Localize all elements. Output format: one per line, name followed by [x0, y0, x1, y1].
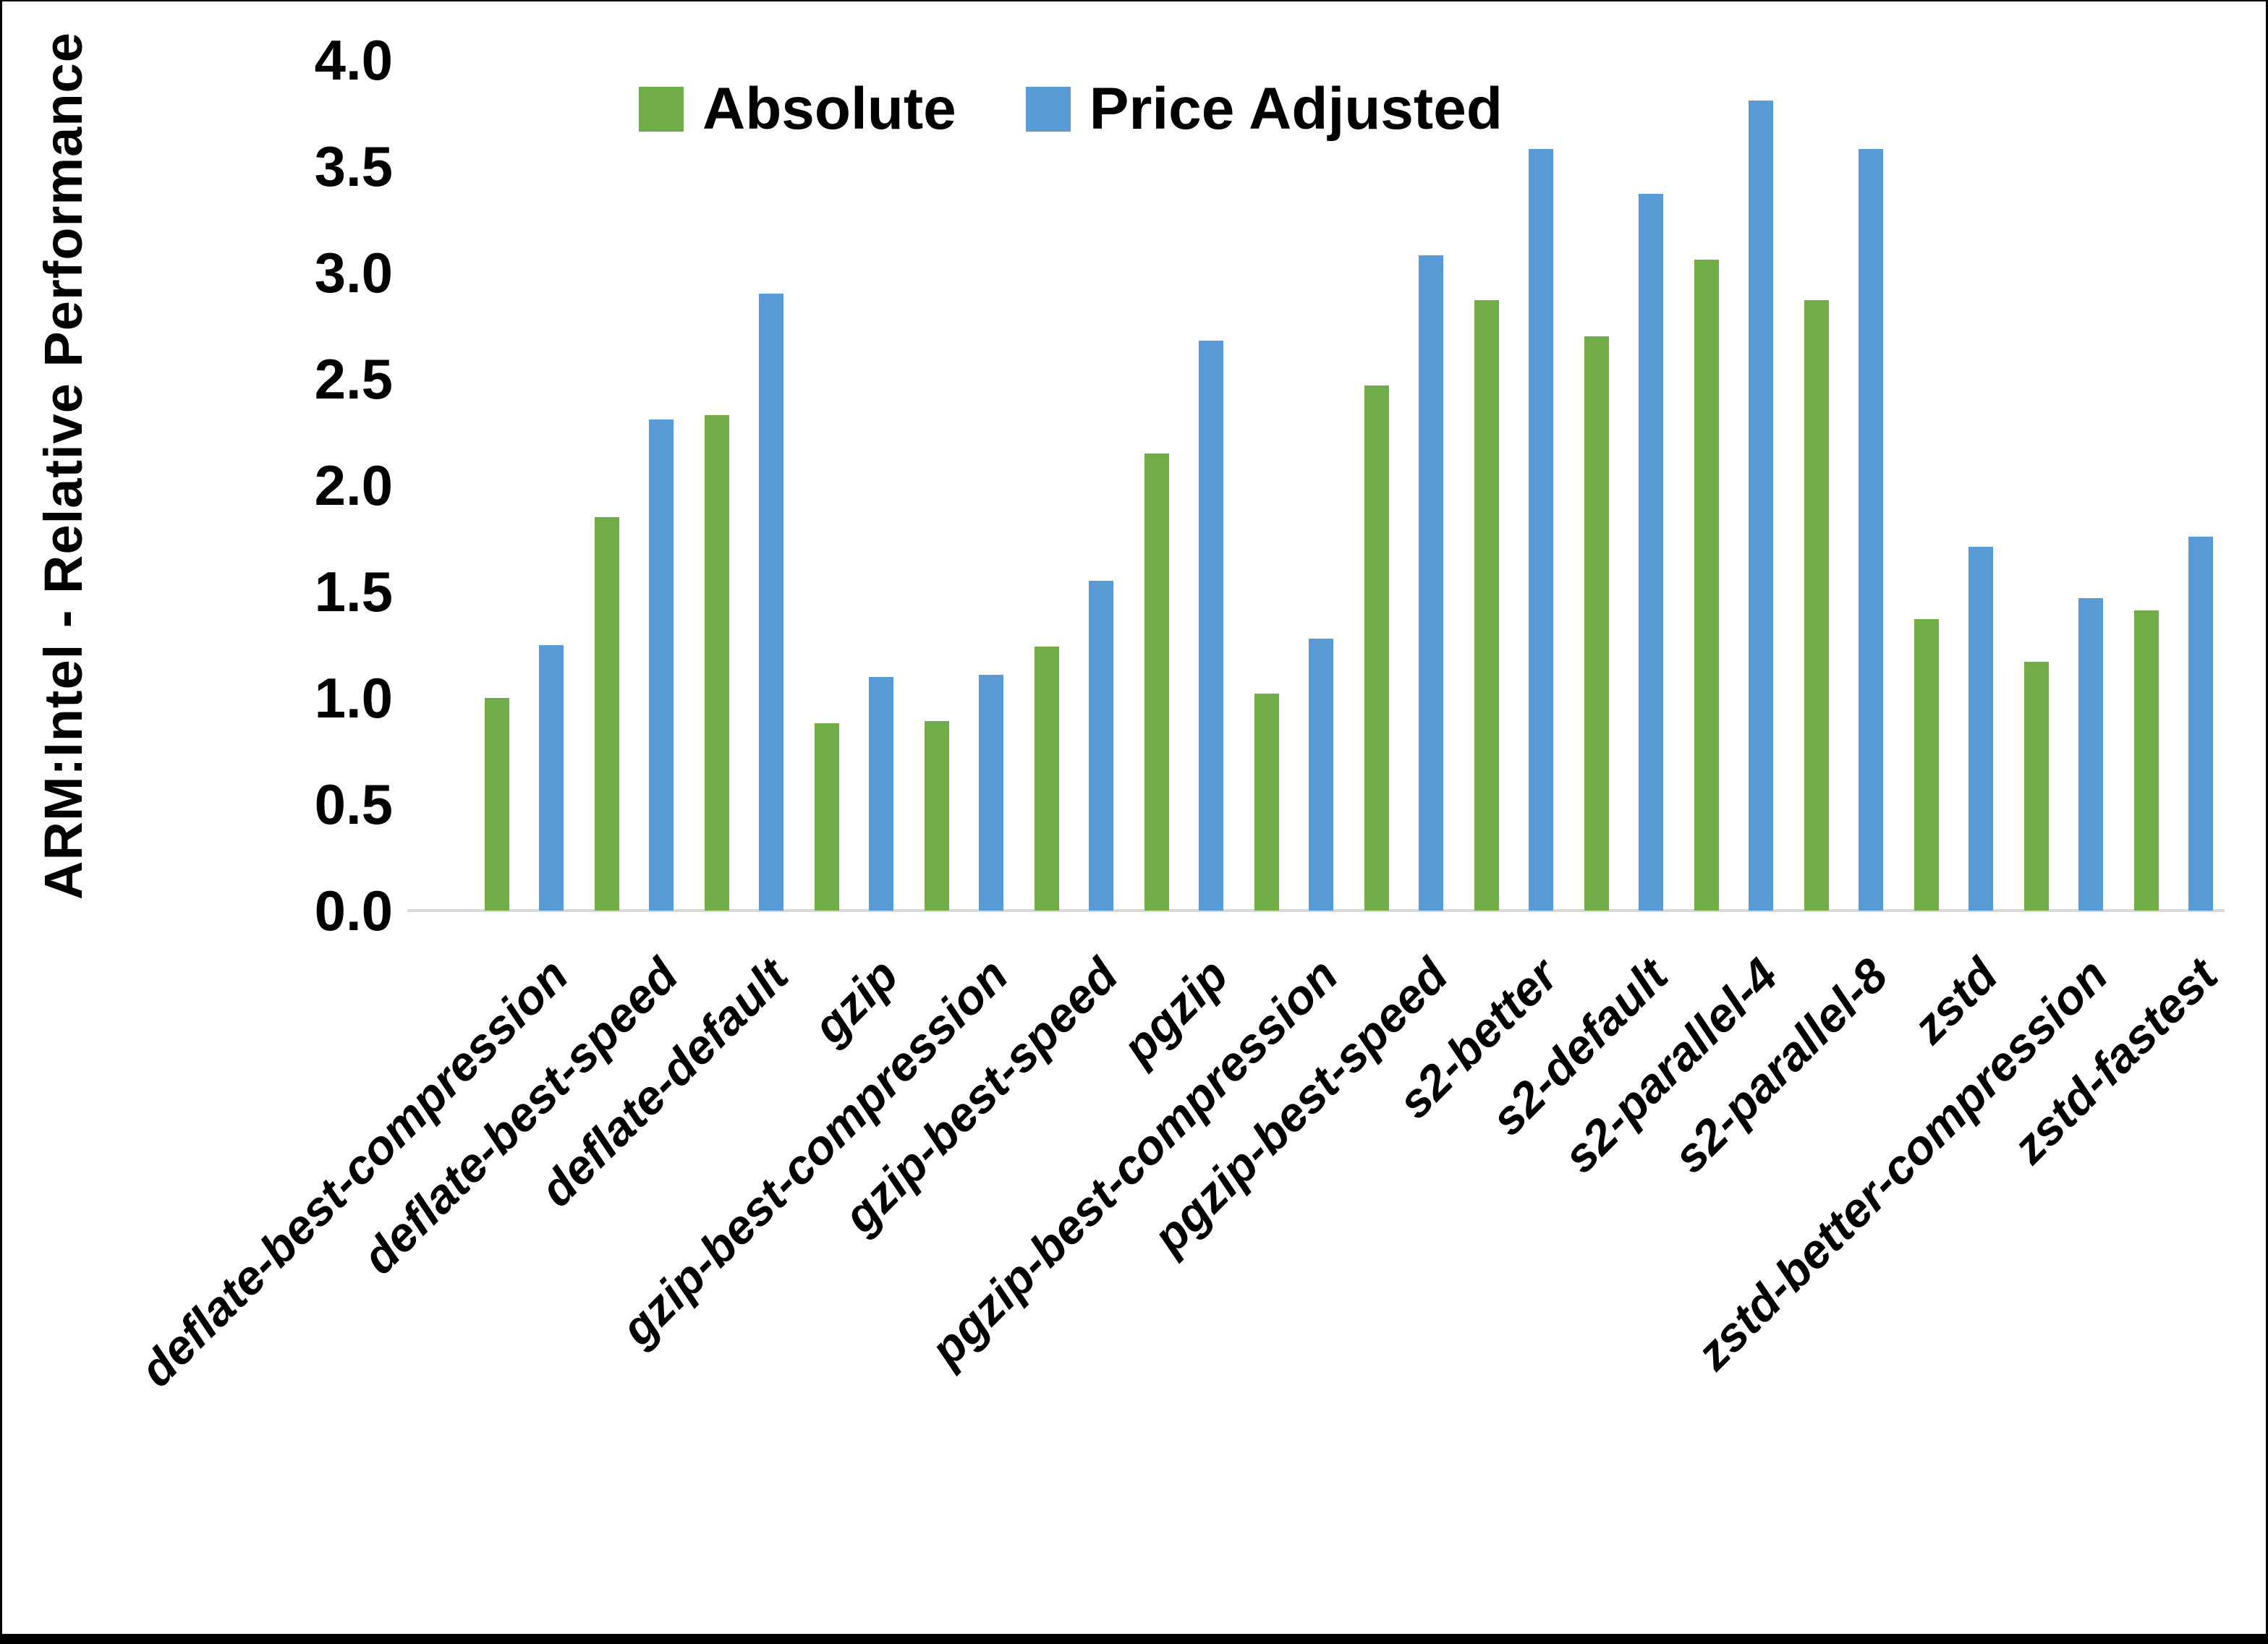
- bar-zstd-better-compression-absolute: [2024, 662, 2049, 911]
- legend-label: Price Adjusted: [1089, 76, 1503, 142]
- bar-deflate-best-compression-absolute: [485, 698, 509, 911]
- legend-swatch-icon: [1025, 87, 1071, 132]
- bar-pgzip-best-speed-absolute: [1364, 385, 1389, 911]
- bar-s2-default-absolute: [1584, 336, 1609, 911]
- bar-deflate-default-price-adjusted: [759, 294, 783, 911]
- bar-gzip-best-speed-absolute: [1035, 647, 1059, 911]
- x-tick-label: deflate-best-compression: [129, 947, 579, 1397]
- bar-pgzip-price-adjusted: [1199, 341, 1223, 911]
- bar-gzip-best-compression-absolute: [925, 721, 949, 911]
- bar-s2-parallel-4-price-adjusted: [1749, 100, 1773, 911]
- bar-s2-better-price-adjusted: [1529, 149, 1553, 911]
- bar-deflate-best-compression-price-adjusted: [539, 644, 564, 911]
- legend: Absolute Price Adjusted: [639, 80, 1503, 139]
- bar-pgzip-absolute: [1144, 453, 1169, 911]
- bar-zstd-fastest-price-adjusted: [2188, 536, 2213, 911]
- bar-gzip-absolute: [815, 723, 839, 911]
- bar-zstd-fastest-absolute: [2134, 610, 2159, 911]
- y-tick-label: 3.0: [314, 241, 393, 304]
- bar-s2-default-price-adjusted: [1639, 194, 1663, 911]
- y-tick-label: 4.0: [314, 28, 393, 92]
- x-axis-line: [407, 909, 2225, 912]
- bar-zstd-price-adjusted: [1968, 547, 1993, 911]
- bar-zstd-better-compression-price-adjusted: [2078, 597, 2103, 911]
- bar-deflate-default-absolute: [705, 414, 729, 911]
- y-axis-title: ARM:Intel - Relative Performance: [33, 32, 93, 900]
- legend-item-absolute: Absolute: [639, 80, 956, 139]
- legend-item-price-adjusted: Price Adjusted: [1025, 76, 1503, 142]
- bar-s2-parallel-4-absolute: [1694, 260, 1719, 911]
- bar-gzip-best-speed-price-adjusted: [1089, 581, 1113, 911]
- bar-pgzip-best-compression-absolute: [1254, 694, 1279, 911]
- bar-pgzip-best-compression-price-adjusted: [1309, 638, 1333, 911]
- bar-gzip-price-adjusted: [869, 676, 893, 911]
- bar-deflate-best-speed-absolute: [595, 517, 619, 911]
- y-tick-label: 0.5: [314, 772, 393, 836]
- y-tick-label: 1.5: [314, 560, 393, 623]
- bar-gzip-best-compression-price-adjusted: [979, 674, 1003, 911]
- legend-swatch-icon: [639, 87, 684, 132]
- legend-label: Absolute: [702, 76, 956, 142]
- bar-pgzip-best-speed-price-adjusted: [1419, 255, 1443, 911]
- bar-s2-parallel-8-price-adjusted: [1859, 149, 1883, 911]
- bar-s2-parallel-8-absolute: [1804, 300, 1829, 911]
- bar-deflate-best-speed-price-adjusted: [649, 419, 674, 911]
- bar-s2-better-absolute: [1474, 300, 1499, 911]
- y-tick-label: 0.0: [314, 879, 393, 942]
- bar-zstd-absolute: [1914, 619, 1939, 911]
- y-tick-label: 2.0: [314, 453, 393, 517]
- y-tick-label: 2.5: [314, 347, 393, 411]
- y-tick-label: 1.0: [314, 666, 393, 730]
- y-tick-label: 3.5: [314, 135, 393, 198]
